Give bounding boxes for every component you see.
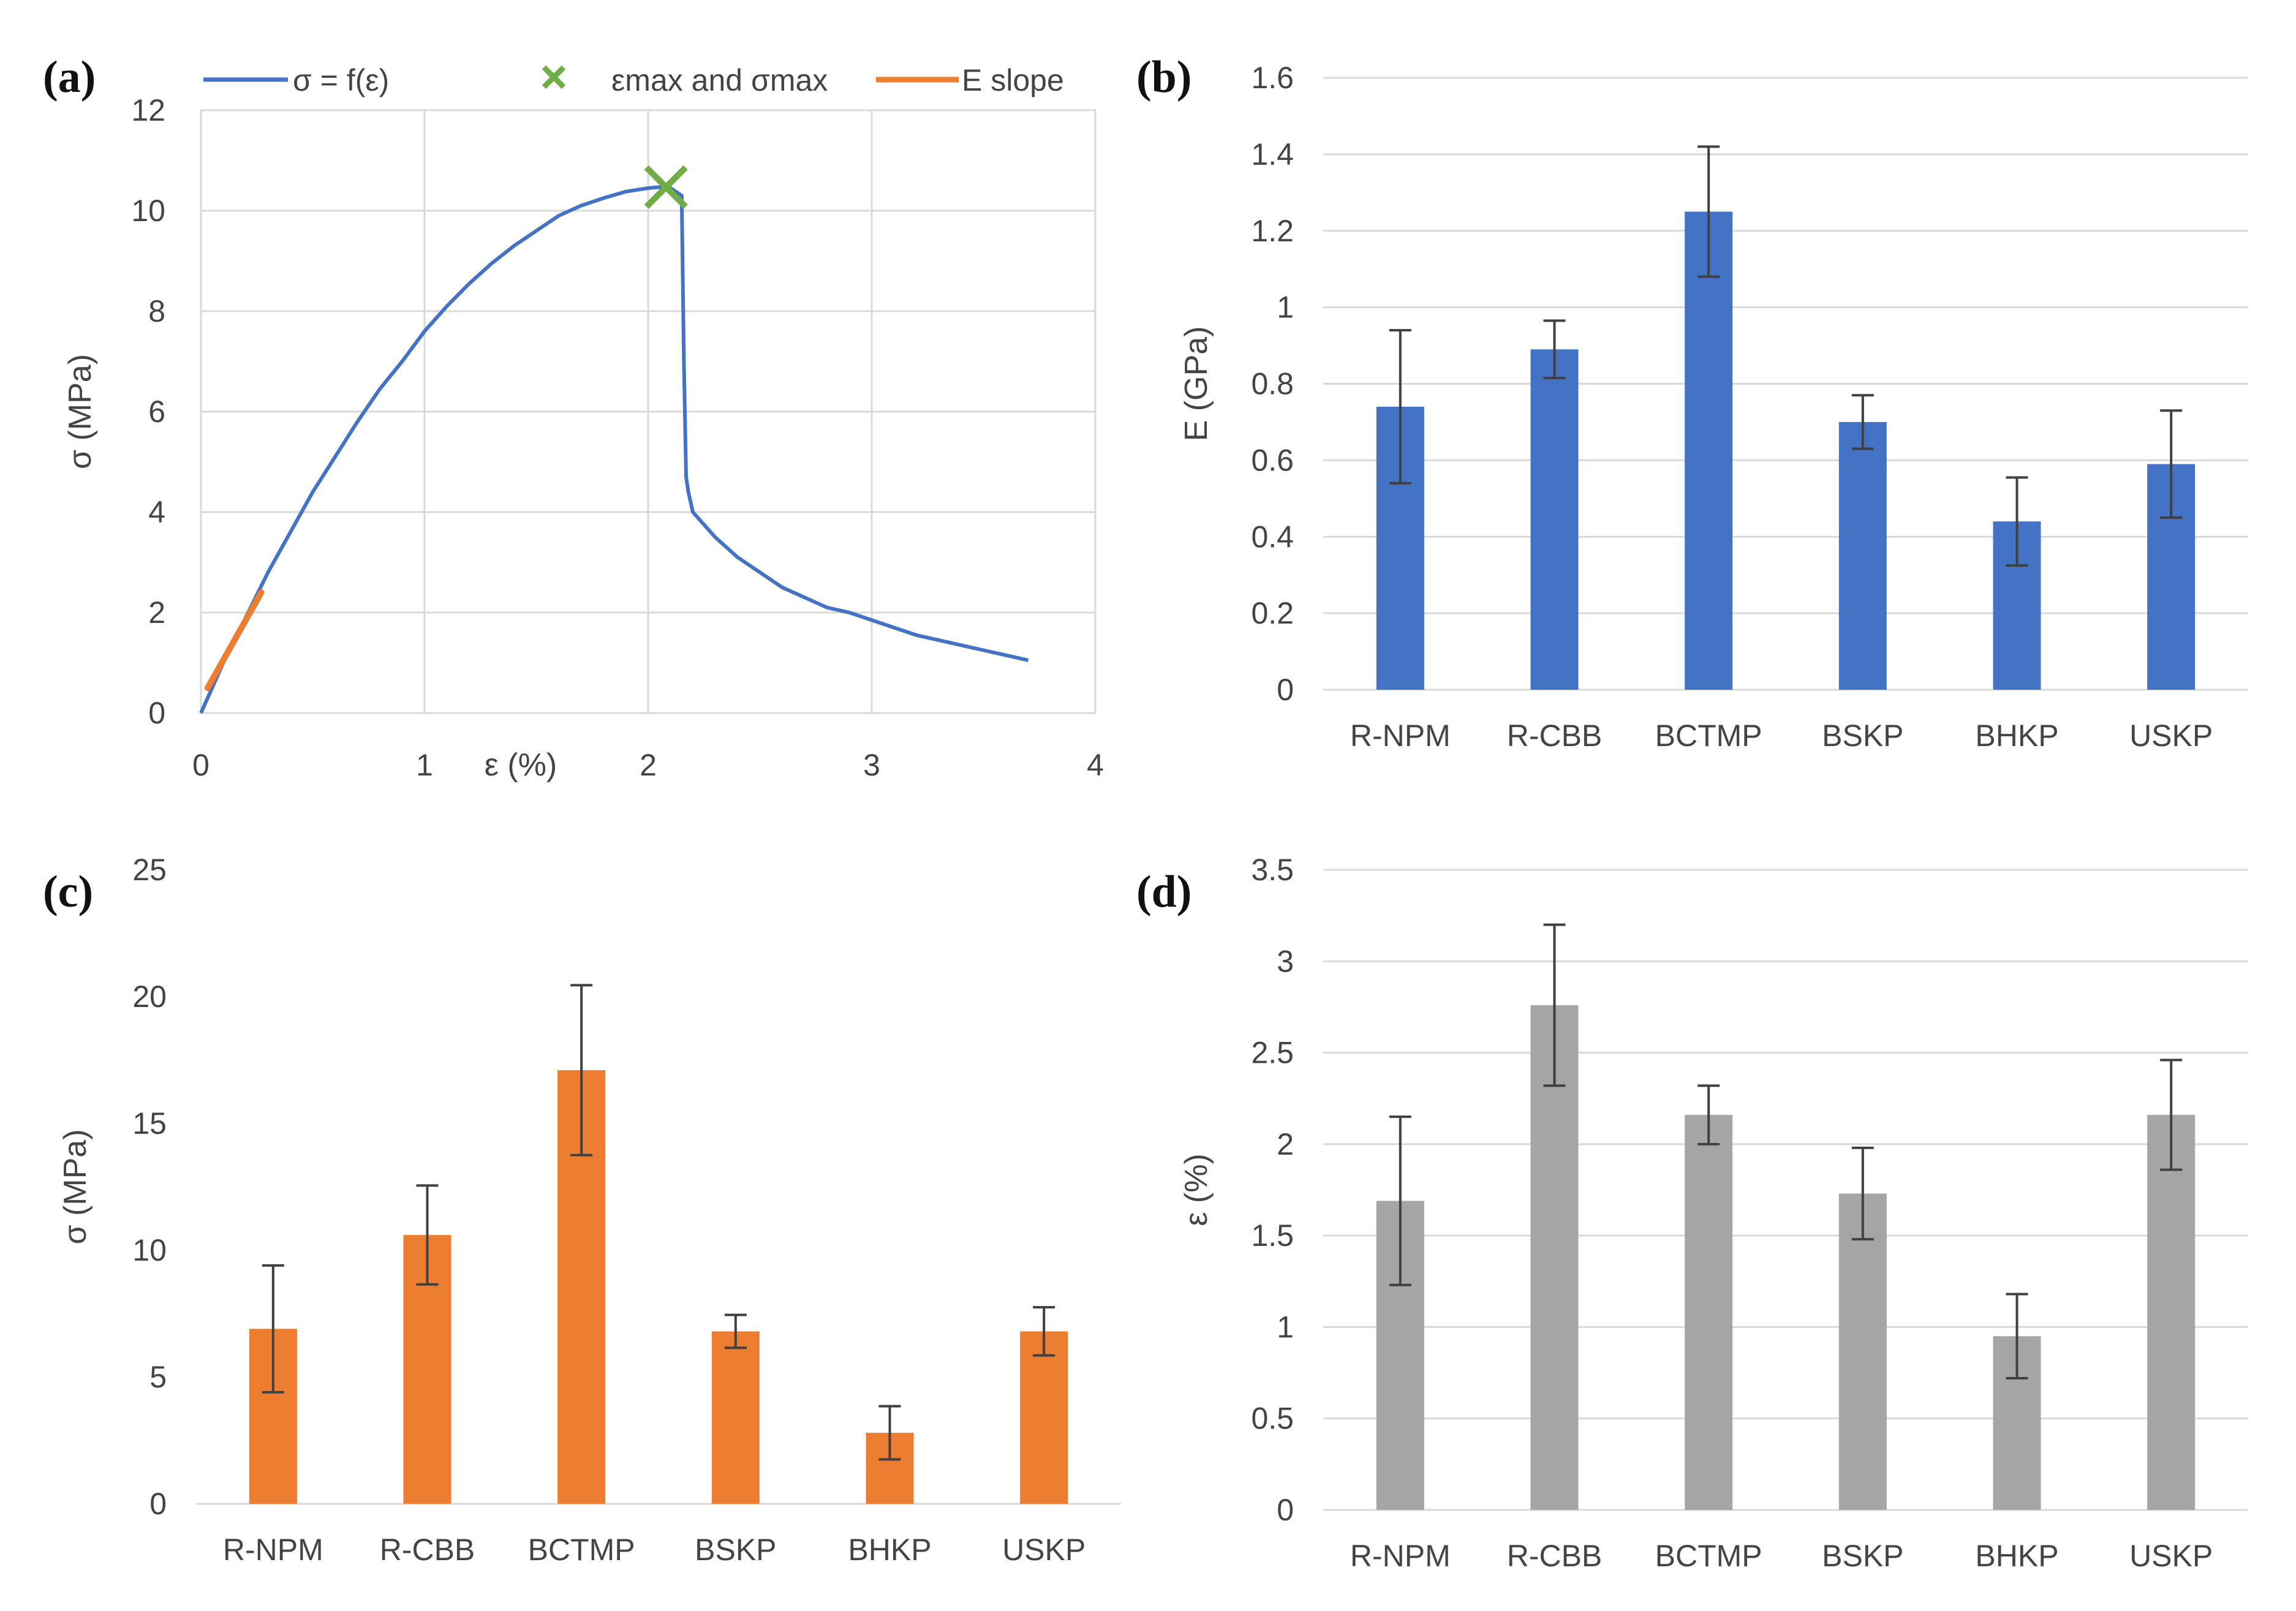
x-tick-r-npm: R-NPM: [1350, 1539, 1451, 1573]
bar-r-cbb: [1530, 349, 1579, 690]
panel-a-x-tick-label: 4: [1087, 748, 1104, 782]
panel-a-y-tick-label: 0: [148, 696, 165, 730]
panel-b-y-tick-label: 0.2: [1251, 596, 1294, 630]
bar-bctmp: [1685, 211, 1733, 690]
panel-a-plot-frame: [200, 109, 1097, 714]
panel-d-y-tick-label: 3: [1277, 944, 1294, 978]
legend-max-marker-label: εmax and σmax: [611, 63, 828, 97]
panel-c-letter: (c): [43, 867, 93, 917]
max-marker-stroke: [644, 165, 688, 209]
panel-d-bar-chart: (d) 0 0.5 1 1.5 2 2.5 3 3.5 R-NPM R-CBB BCTMP BSKP…: [1136, 853, 2248, 1573]
panel-c-bar-chart: (c) 0 5 10 15 20 25 R-NPM R-CBB BCTMP BSKP BHKP US…: [43, 853, 1121, 1567]
panel-b-y-tick-label: 1.6: [1251, 61, 1294, 95]
panel-c-y-tick-label: 15: [132, 1106, 167, 1141]
panel-b-letter: (b): [1136, 52, 1191, 102]
legend-max-marker-swatch: [542, 65, 566, 89]
panel-c-y-tick-label: 5: [149, 1360, 167, 1394]
panel-c-x-ticks: R-NPM R-CBB BCTMP BSKP BHKP USKP: [223, 1533, 1086, 1567]
bar-bskp: [1838, 421, 1887, 690]
panel-d-y-tick-label: 2.5: [1251, 1036, 1294, 1070]
panel-d-bars: [1376, 923, 2196, 1510]
panel-d-grid: [1323, 869, 2248, 1511]
x-tick-r-cbb: R-CBB: [1507, 1539, 1603, 1573]
x-tick-bhkp: BHKP: [1975, 1539, 2058, 1573]
bar-bctmp: [1685, 1115, 1733, 1510]
x-tick-bskp: BSKP: [1822, 1539, 1903, 1573]
panel-a-x-tick-label: 2: [640, 748, 657, 782]
panel-b-x-ticks: R-NPM R-CBB BCTMP BSKP BHKP USKP: [1350, 719, 2213, 753]
x-tick-bctmp: BCTMP: [1655, 719, 1762, 753]
panel-b-y-tick-label: 0: [1277, 673, 1294, 707]
bar-bskp: [1838, 1193, 1887, 1510]
panel-a-y-tick-label: 8: [148, 294, 165, 328]
panel-a-y-axis-label: σ (MPa): [62, 354, 98, 469]
x-tick-uskp: USKP: [1002, 1533, 1086, 1567]
panel-c-y-axis-label: σ (MPa): [58, 1129, 93, 1244]
x-tick-r-npm: R-NPM: [1350, 719, 1451, 753]
panel-a-x-ticks: 0 1 2 3 4: [192, 748, 1104, 782]
x-tick-uskp: USKP: [2129, 1539, 2213, 1573]
panel-a-x-tick-label: 1: [416, 748, 433, 782]
max-point-marker: [644, 165, 688, 209]
panel-a-x-axis-label: ε (%): [485, 747, 557, 783]
x-tick-bhkp: BHKP: [848, 1533, 931, 1567]
bar-uskp: [1020, 1331, 1068, 1504]
panel-d-y-axis-label: ε (%): [1179, 1153, 1214, 1226]
bar-uskp: [2147, 1115, 2196, 1510]
panel-b-y-axis-label: E (GPa): [1179, 326, 1214, 442]
panel-c-y-tick-label: 0: [149, 1487, 167, 1521]
panel-a-x-tick-label: 0: [192, 748, 210, 782]
panel-b-bars: [1376, 145, 2196, 690]
e-slope-line: [204, 589, 265, 691]
x-tick-r-cbb: R-CBB: [380, 1533, 475, 1567]
x-tick-r-npm: R-NPM: [223, 1533, 323, 1567]
x-tick-bhkp: BHKP: [1975, 719, 2058, 753]
panel-b-grid: [1323, 77, 2248, 691]
panel-c-y-tick-label: 25: [132, 853, 167, 887]
x-tick-bctmp: BCTMP: [1655, 1539, 1762, 1573]
panel-a-x-tick-label: 3: [863, 748, 880, 782]
panel-b-y-tick-label: 0.4: [1251, 519, 1294, 554]
panel-c-bars: [249, 984, 1068, 1504]
panel-d-y-tick-label: 1.5: [1251, 1218, 1294, 1253]
x-tick-bctmp: BCTMP: [528, 1533, 635, 1567]
panel-a-legend: σ = f(ε) εmax and σmax E slope: [203, 63, 1064, 97]
legend-curve-label: σ = f(ε): [293, 63, 389, 97]
panel-b-y-tick-label: 1.4: [1251, 137, 1294, 172]
x-tick-r-cbb: R-CBB: [1507, 719, 1603, 753]
panel-d-y-tick-label: 3.5: [1251, 853, 1294, 887]
panel-d-y-tick-label: 0.5: [1251, 1402, 1294, 1436]
panel-d-y-tick-label: 0: [1277, 1493, 1294, 1527]
panel-c-y-tick-label: 10: [132, 1233, 167, 1267]
panel-b-y-tick-label: 0.8: [1251, 367, 1294, 401]
panel-b-y-tick-label: 1: [1277, 290, 1294, 325]
panel-c-y-ticks: 0 5 10 15 20 25: [132, 853, 167, 1521]
panel-d-y-tick-label: 2: [1277, 1127, 1294, 1161]
panel-a-y-tick-label: 4: [148, 495, 165, 529]
panel-b-y-ticks: 0 0.2 0.4 0.6 0.8 1 1.2 1.4 1.6: [1251, 61, 1294, 707]
panel-c-y-tick-label: 20: [132, 979, 167, 1014]
panel-b-y-tick-label: 0.6: [1251, 443, 1294, 477]
bar-bskp: [711, 1331, 760, 1504]
panel-d-y-ticks: 0 0.5 1 1.5 2 2.5 3 3.5: [1251, 853, 1294, 1527]
bar-r-cbb: [1530, 1005, 1579, 1510]
x-tick-bskp: BSKP: [1822, 719, 1903, 753]
stress-strain-curve: [199, 185, 1029, 714]
panel-d-y-tick-label: 1: [1277, 1310, 1294, 1344]
panel-d-x-ticks: R-NPM R-CBB BCTMP BSKP BHKP USKP: [1350, 1539, 2213, 1573]
panel-a-y-tick-label: 12: [131, 93, 165, 127]
x-tick-uskp: USKP: [2129, 719, 2213, 753]
panel-d-letter: (d): [1136, 867, 1191, 917]
x-tick-bskp: BSKP: [695, 1533, 776, 1567]
panel-a-y-ticks: 0 2 4 6 8 10 12: [131, 93, 165, 730]
legend-slope-label: E slope: [962, 63, 1064, 97]
panel-b-y-tick-label: 1.2: [1251, 214, 1294, 248]
panel-b-bar-chart: (b) 0 0.2 0.4 0.6 0.8 1 1.2 1.4 1.6 R-NPM R-CBB BC…: [1136, 52, 2248, 753]
panel-a-y-tick-label: 6: [148, 394, 165, 429]
panel-a-y-tick-label: 10: [131, 194, 165, 228]
panel-a-y-tick-label: 2: [148, 595, 165, 630]
panel-a-letter: (a): [43, 52, 96, 102]
